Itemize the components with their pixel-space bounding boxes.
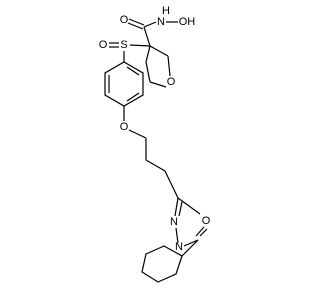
atom-label: O: [202, 215, 211, 227]
atom-label: O: [99, 39, 108, 51]
atom-label: H: [162, 5, 170, 17]
atom-label: O: [120, 14, 129, 26]
atom-label: O: [120, 121, 129, 133]
page: {"atoms": {"carbonyl_o": "O", "amide_n":…: [98, 4, 211, 283]
atom-label: OH: [179, 16, 196, 28]
atom-label: N: [175, 241, 183, 253]
structure-diagram: O N H OH O S O O N N O: [99, 5, 211, 283]
atom-label: N: [157, 16, 165, 28]
atom-labels: O N H OH O S O O N N O: [99, 5, 211, 253]
atom-label: N: [170, 216, 178, 228]
atom-label: S: [120, 39, 127, 51]
bonds: [104, 18, 208, 283]
atom-label: O: [167, 76, 176, 88]
